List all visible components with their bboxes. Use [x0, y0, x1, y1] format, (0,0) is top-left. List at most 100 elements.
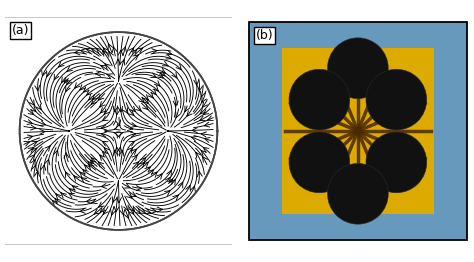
FancyArrowPatch shape: [89, 164, 94, 170]
Circle shape: [366, 69, 427, 130]
FancyArrowPatch shape: [112, 197, 117, 202]
FancyArrowPatch shape: [173, 101, 178, 106]
FancyArrowPatch shape: [101, 132, 107, 137]
FancyArrowPatch shape: [65, 172, 70, 177]
FancyArrowPatch shape: [100, 155, 105, 160]
FancyArrowPatch shape: [102, 116, 108, 121]
FancyArrowPatch shape: [148, 170, 154, 175]
FancyArrowPatch shape: [196, 152, 201, 158]
FancyArrowPatch shape: [117, 198, 121, 203]
FancyArrowPatch shape: [130, 192, 136, 196]
FancyArrowPatch shape: [208, 116, 213, 121]
FancyArrowPatch shape: [54, 150, 58, 156]
FancyArrowPatch shape: [59, 62, 64, 67]
FancyArrowPatch shape: [74, 50, 80, 55]
Text: (b): (b): [255, 29, 273, 42]
FancyArrowPatch shape: [201, 132, 207, 137]
FancyArrowPatch shape: [73, 186, 78, 191]
FancyArrowPatch shape: [45, 159, 50, 165]
FancyArrowPatch shape: [130, 132, 136, 137]
FancyArrowPatch shape: [143, 98, 148, 104]
FancyArrowPatch shape: [148, 92, 153, 98]
FancyArrowPatch shape: [124, 213, 129, 218]
FancyArrowPatch shape: [101, 66, 107, 70]
FancyArrowPatch shape: [81, 178, 87, 183]
FancyArrowPatch shape: [137, 48, 143, 53]
FancyArrowPatch shape: [101, 125, 107, 130]
FancyArrowPatch shape: [99, 162, 104, 167]
FancyArrowPatch shape: [117, 147, 122, 152]
FancyArrowPatch shape: [204, 138, 210, 142]
FancyArrowPatch shape: [46, 71, 51, 77]
FancyArrowPatch shape: [86, 199, 91, 204]
FancyArrowPatch shape: [187, 111, 192, 116]
FancyArrowPatch shape: [42, 70, 46, 76]
FancyArrowPatch shape: [100, 107, 106, 113]
FancyArrowPatch shape: [29, 100, 35, 105]
FancyArrowPatch shape: [143, 95, 148, 100]
FancyArrowPatch shape: [80, 85, 85, 90]
FancyArrowPatch shape: [204, 122, 210, 127]
FancyArrowPatch shape: [202, 102, 208, 107]
FancyArrowPatch shape: [152, 49, 157, 54]
FancyArrowPatch shape: [203, 110, 209, 114]
FancyArrowPatch shape: [113, 106, 118, 111]
FancyArrowPatch shape: [87, 90, 92, 95]
FancyArrowPatch shape: [69, 189, 75, 194]
FancyArrowPatch shape: [29, 155, 35, 160]
FancyArrowPatch shape: [61, 193, 66, 198]
FancyArrowPatch shape: [100, 102, 105, 107]
FancyArrowPatch shape: [202, 157, 208, 162]
FancyArrowPatch shape: [133, 55, 138, 60]
FancyArrowPatch shape: [114, 132, 120, 137]
FancyArrowPatch shape: [67, 67, 73, 72]
FancyArrowPatch shape: [80, 208, 85, 213]
FancyArrowPatch shape: [151, 73, 156, 77]
FancyArrowPatch shape: [140, 158, 146, 163]
FancyArrowPatch shape: [40, 129, 45, 134]
FancyArrowPatch shape: [66, 79, 72, 85]
FancyArrowPatch shape: [153, 86, 158, 91]
FancyArrowPatch shape: [131, 50, 137, 55]
FancyArrowPatch shape: [108, 44, 113, 49]
FancyArrowPatch shape: [163, 61, 168, 66]
FancyArrowPatch shape: [32, 165, 36, 171]
Circle shape: [328, 163, 388, 224]
FancyArrowPatch shape: [191, 186, 195, 192]
FancyArrowPatch shape: [91, 160, 96, 166]
FancyArrowPatch shape: [151, 208, 156, 213]
FancyArrowPatch shape: [140, 209, 146, 213]
FancyArrowPatch shape: [54, 74, 59, 80]
FancyArrowPatch shape: [151, 89, 156, 95]
FancyArrowPatch shape: [64, 78, 69, 83]
FancyArrowPatch shape: [94, 209, 100, 214]
FancyArrowPatch shape: [102, 141, 108, 146]
FancyArrowPatch shape: [91, 158, 97, 163]
Bar: [282, 48, 434, 214]
FancyArrowPatch shape: [129, 141, 135, 146]
FancyArrowPatch shape: [35, 171, 39, 176]
FancyArrowPatch shape: [35, 85, 40, 91]
FancyArrowPatch shape: [105, 64, 110, 69]
FancyArrowPatch shape: [64, 153, 69, 158]
FancyArrowPatch shape: [127, 193, 132, 198]
FancyArrowPatch shape: [110, 210, 116, 215]
FancyArrowPatch shape: [40, 121, 46, 125]
FancyArrowPatch shape: [138, 97, 144, 102]
FancyArrowPatch shape: [53, 200, 58, 206]
FancyArrowPatch shape: [157, 174, 162, 179]
FancyArrowPatch shape: [88, 162, 93, 167]
FancyArrowPatch shape: [129, 48, 134, 53]
FancyArrowPatch shape: [56, 194, 61, 199]
FancyArrowPatch shape: [155, 81, 160, 86]
FancyArrowPatch shape: [143, 104, 148, 110]
FancyArrowPatch shape: [191, 137, 197, 141]
FancyArrowPatch shape: [176, 112, 181, 118]
FancyArrowPatch shape: [158, 73, 163, 78]
FancyArrowPatch shape: [159, 71, 165, 76]
FancyArrowPatch shape: [176, 64, 182, 70]
FancyArrowPatch shape: [164, 190, 170, 195]
FancyArrowPatch shape: [69, 193, 74, 198]
FancyArrowPatch shape: [36, 104, 41, 110]
FancyArrowPatch shape: [132, 155, 137, 160]
